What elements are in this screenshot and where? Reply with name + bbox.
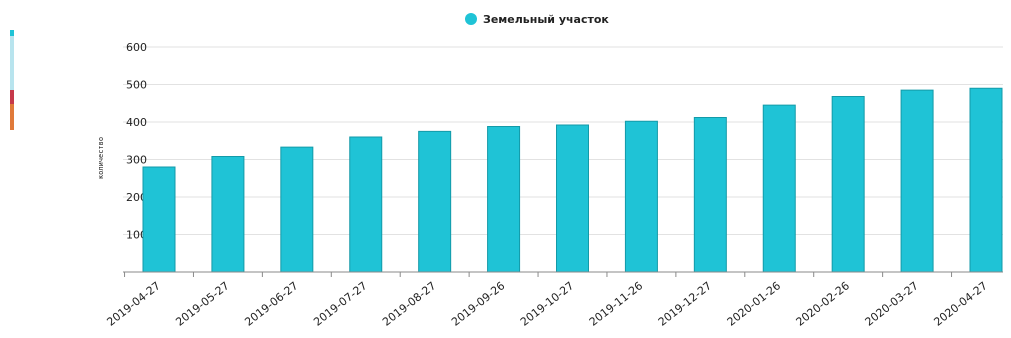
side-strip-segment-orange	[10, 104, 14, 130]
bar[interactable]	[211, 156, 245, 273]
side-strip-segment-red	[10, 90, 14, 104]
y-tick-label: 300	[126, 154, 147, 167]
x-tick-label: 2019-05-27	[173, 279, 231, 329]
x-tick-label: 2020-04-27	[931, 279, 989, 329]
side-strip-segment-teal	[10, 30, 14, 36]
y-axis-title: количество	[97, 137, 105, 179]
bar[interactable]	[280, 146, 314, 273]
x-tick-label: 2019-04-27	[104, 279, 162, 329]
x-tick-label: 2020-02-26	[794, 279, 852, 329]
bar[interactable]	[487, 126, 521, 273]
side-color-strip	[10, 30, 14, 130]
x-tick-label: 2020-03-27	[863, 279, 921, 329]
bar[interactable]	[556, 124, 589, 273]
bar[interactable]	[693, 117, 727, 273]
y-tick-label: 400	[126, 116, 147, 129]
y-tick-label: 200	[126, 191, 147, 204]
y-tick-label: 600	[126, 41, 147, 54]
x-tick-label: 2019-09-26	[449, 279, 507, 329]
bar[interactable]	[624, 120, 658, 273]
x-tick-label: 2019-08-27	[380, 279, 438, 329]
bar[interactable]	[418, 130, 452, 273]
bars	[142, 87, 1003, 273]
y-tick-label: 500	[126, 79, 147, 92]
side-strip-segment-light	[10, 36, 14, 90]
x-tick-label: 2019-11-26	[587, 279, 645, 329]
bar[interactable]	[142, 166, 176, 273]
legend-marker-icon[interactable]	[465, 13, 477, 25]
y-tick-label: 100	[126, 229, 147, 242]
bar[interactable]	[349, 136, 383, 273]
bar[interactable]	[969, 87, 1003, 273]
bar[interactable]	[762, 104, 796, 273]
x-tick-label: 2019-06-27	[242, 279, 300, 329]
x-tick-label: 2019-10-27	[518, 279, 576, 329]
x-tick-label: 2020-01-26	[725, 279, 783, 329]
x-axis-labels: 2019-04-27 2019-05-27 2019-06-27 2019-07-27…	[104, 272, 990, 329]
x-tick-label: 2019-12-27	[656, 279, 714, 329]
bar[interactable]	[831, 96, 865, 273]
bar[interactable]	[900, 89, 934, 273]
legend[interactable]: Земельный участок	[465, 13, 609, 26]
legend-label[interactable]: Земельный участок	[483, 13, 609, 26]
x-tick-label: 2019-07-27	[311, 279, 369, 329]
y-axis-ticks: 100 200 300 400 500 600	[126, 41, 147, 242]
